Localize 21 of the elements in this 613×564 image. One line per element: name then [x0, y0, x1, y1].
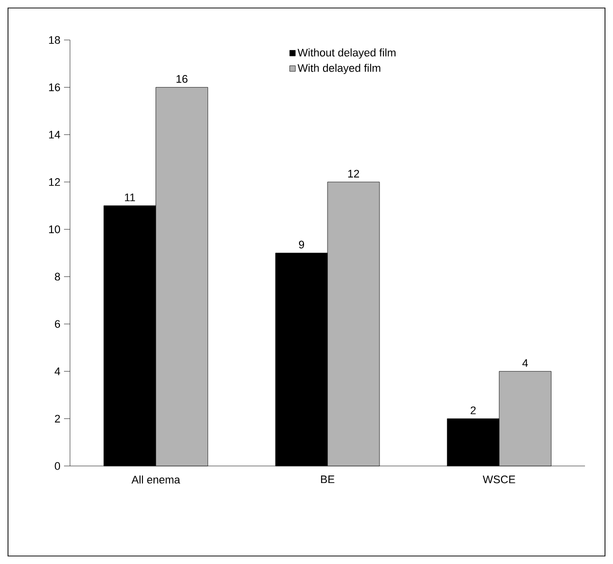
data-label: 9	[298, 240, 304, 248]
y-tick-label: 8	[54, 272, 60, 281]
y-tick-label: 16	[49, 83, 60, 92]
y-tick-label: 12	[49, 178, 60, 186]
y-tick-label: 6	[54, 320, 60, 328]
y-tick-label: 18	[49, 36, 60, 44]
x-tick-label: All enema	[131, 476, 180, 484]
data-label: 4	[522, 359, 528, 367]
data-label: 2	[470, 406, 476, 414]
data-label: 11	[124, 194, 135, 202]
y-tick-label: 2	[54, 414, 60, 422]
y-tick-label: 14	[49, 130, 60, 138]
x-tick-label: BE	[321, 476, 334, 484]
x-tick-label: WSCE	[482, 476, 516, 484]
legend-label: Without delayed film	[298, 48, 396, 59]
y-tick-label: 4	[54, 368, 60, 376]
y-tick-label: 10	[49, 225, 60, 234]
y-tick-label: 0	[54, 462, 60, 470]
legend-label: With delayed film	[298, 64, 380, 74]
data-label: 12	[348, 170, 360, 178]
data-label: 16	[176, 75, 188, 83]
